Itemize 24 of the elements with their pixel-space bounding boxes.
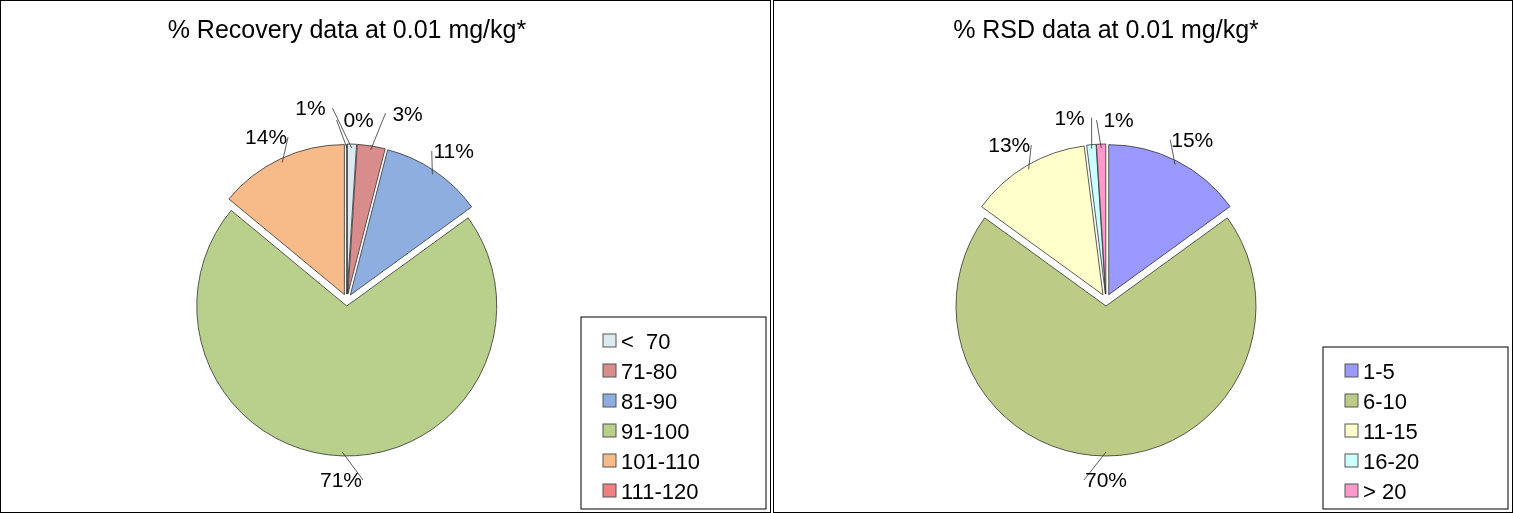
chart-title: % Recovery data at 0.01 mg/kg* [167, 15, 527, 43]
legend-label: < 70 [621, 328, 671, 354]
data-label: 11% [433, 139, 474, 163]
data-label: 1% [295, 96, 326, 120]
data-label: 15% [1171, 127, 1214, 151]
data-label: 70% [1084, 468, 1128, 492]
legend-label: 91-100 [621, 418, 690, 444]
legend-label: 1-5 [1363, 358, 1395, 384]
legend-label: 6-10 [1363, 388, 1408, 414]
legend-label: 111-120 [621, 478, 699, 504]
data-label: 13% [988, 133, 1031, 157]
data-label: 1% [1054, 106, 1085, 130]
chart-title: % RSD data at 0.01 mg/kg* [953, 15, 1260, 43]
data-label: 71% [319, 468, 362, 492]
data-label: 3% [392, 101, 423, 125]
data-label: 1% [1103, 108, 1134, 132]
legend-label: 81-90 [621, 388, 678, 414]
data-label: 14% [245, 125, 288, 149]
legend-label: 101-110 [621, 448, 701, 474]
legend-label: 71-80 [621, 358, 678, 384]
legend-label: 16-20 [1363, 448, 1420, 474]
legend-label: 11-15 [1363, 418, 1418, 444]
legend-label: > 20 [1363, 478, 1407, 504]
text: 0% [343, 108, 374, 132]
